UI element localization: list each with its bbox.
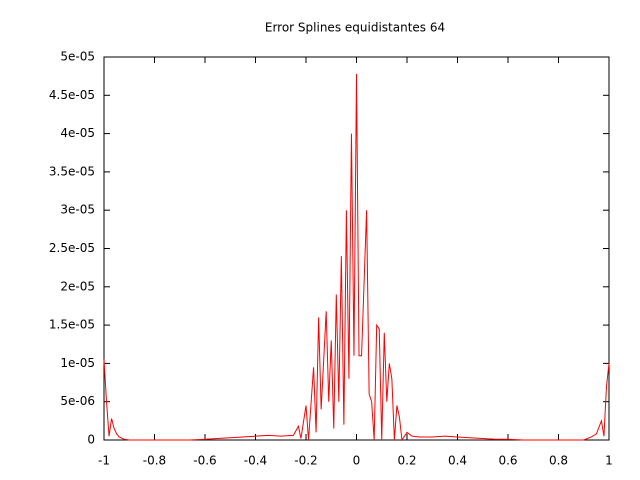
x-tick-label: 0.4: [448, 454, 467, 468]
y-tick-label: 4.5e-05: [49, 88, 95, 102]
y-tick-label: 0: [87, 433, 95, 447]
x-tick-label: -0.2: [294, 454, 317, 468]
y-tick-label: 2e-05: [60, 279, 95, 293]
x-tick-label: -0.8: [143, 454, 166, 468]
x-tick-label: -1: [98, 454, 110, 468]
line-series: [103, 73, 610, 442]
y-tick-label: 3e-05: [60, 203, 95, 217]
chart-title: Error Splines equidistantes 64: [265, 21, 445, 35]
y-tick-label: 4e-05: [60, 126, 95, 140]
y-tick-label: 5e-06: [60, 394, 95, 408]
y-tick-label: 1.5e-05: [49, 318, 95, 332]
y-tick-label: 5e-05: [60, 50, 95, 64]
y-tick-label: 2.5e-05: [49, 241, 95, 255]
x-tick-label: 0.6: [498, 454, 517, 468]
x-tick-label: 0: [353, 454, 361, 468]
x-tick-label: 0.2: [397, 454, 416, 468]
x-tick-label: -0.6: [193, 454, 216, 468]
x-tick-label: 1: [605, 454, 613, 468]
x-tick-label: 0.8: [549, 454, 568, 468]
x-tick-label: -0.4: [244, 454, 267, 468]
y-tick-label: 3.5e-05: [49, 164, 95, 178]
y-tick-label: 1e-05: [60, 356, 95, 370]
